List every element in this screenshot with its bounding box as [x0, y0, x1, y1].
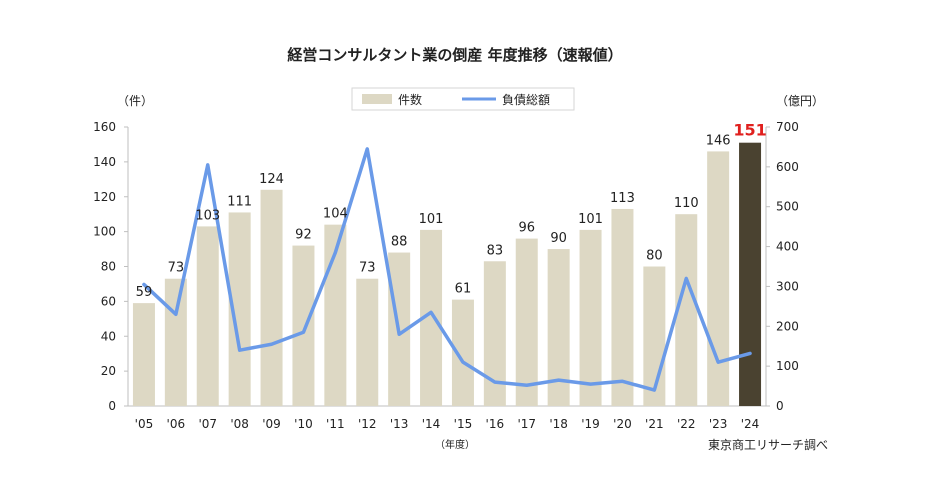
left-tick-label: 160 — [93, 120, 116, 134]
x-tick-label: '16 — [486, 417, 505, 431]
x-tick-label: '12 — [358, 417, 377, 431]
right-tick-label: 300 — [776, 279, 799, 293]
bar-value-label: 101 — [419, 212, 444, 227]
right-tick-label: 400 — [776, 240, 799, 254]
legend-bar-swatch — [362, 94, 392, 104]
left-tick-label: 80 — [101, 260, 116, 274]
left-tick-label: 100 — [93, 225, 116, 239]
x-tick-label: '08 — [230, 417, 249, 431]
x-tick-label: '24 — [741, 417, 760, 431]
x-tick-label: '07 — [198, 417, 217, 431]
left-tick-label: 20 — [101, 364, 116, 378]
bar — [261, 190, 283, 406]
bar-value-label: 61 — [455, 282, 472, 297]
x-tick-label: '22 — [677, 417, 696, 431]
x-tick-label: '13 — [390, 417, 409, 431]
right-axis-unit: （億円） — [776, 94, 824, 108]
bar-value-label: 88 — [391, 235, 408, 250]
right-tick-label: 0 — [776, 399, 784, 413]
bar-value-label: 80 — [646, 249, 663, 264]
bar-value-label: 92 — [295, 228, 312, 243]
x-tick-label: '23 — [709, 417, 728, 431]
bar — [516, 239, 538, 406]
bar — [165, 279, 187, 406]
bar — [739, 143, 761, 406]
bar-value-label: 59 — [136, 285, 153, 300]
left-tick-label: 60 — [101, 294, 116, 308]
bar-value-label: 73 — [359, 261, 376, 276]
x-tick-label: '06 — [167, 417, 186, 431]
right-tick-label: 700 — [776, 120, 799, 134]
left-tick-label: 40 — [101, 329, 116, 343]
bar — [133, 303, 155, 406]
x-tick-label: '20 — [613, 417, 632, 431]
right-tick-label: 500 — [776, 200, 799, 214]
left-axis-unit: （件） — [117, 94, 153, 108]
bar — [356, 279, 378, 406]
x-axis-unit: （年度） — [435, 438, 475, 451]
right-tick-label: 100 — [776, 359, 799, 373]
right-tick-label: 200 — [776, 319, 799, 333]
bar-value-label: 73 — [168, 261, 185, 276]
legend-bar-label: 件数 — [398, 92, 422, 107]
bar-value-label: 113 — [610, 191, 635, 206]
x-tick-label: '10 — [294, 417, 313, 431]
legend: 件数 負債総額 — [352, 88, 574, 110]
source-note: 東京商工リサーチ調べ — [708, 437, 828, 452]
x-tick-label: '15 — [454, 417, 473, 431]
legend-line-label: 負債総額 — [502, 92, 550, 107]
bar-value-label: 151 — [733, 121, 766, 140]
bar-value-label: 124 — [259, 172, 284, 187]
left-tick-label: 0 — [108, 399, 116, 413]
x-tick-label: '14 — [422, 417, 441, 431]
x-tick-label: '09 — [262, 417, 281, 431]
bar-value-label: 96 — [518, 221, 535, 236]
x-tick-labels: '05 '06 '07 '08 '09 '10 '11 '12 '13 '14 '15 '16 '17 '… — [135, 417, 760, 431]
x-tick-label: '19 — [581, 417, 600, 431]
bar-value-label: 103 — [195, 208, 220, 223]
bar-value-label: 104 — [323, 207, 348, 222]
bar — [292, 246, 314, 406]
bar-value-label: 90 — [550, 231, 567, 246]
bar-value-label: 111 — [227, 194, 252, 209]
x-tick-label: '17 — [517, 417, 536, 431]
chart-title: 経営コンサルタント業の倒産 年度推移（速報値） — [287, 46, 622, 64]
bar — [611, 209, 633, 406]
bar-value-label: 101 — [578, 212, 603, 227]
left-tick-label: 140 — [93, 155, 116, 169]
bar-value-label: 83 — [487, 243, 504, 258]
bar-value-label: 146 — [706, 133, 731, 148]
bar — [707, 151, 729, 406]
bar — [197, 226, 219, 406]
bar — [580, 230, 602, 406]
x-tick-label: '11 — [326, 417, 345, 431]
x-tick-label: '21 — [645, 417, 664, 431]
left-tick-label: 120 — [93, 190, 116, 204]
x-tick-label: '18 — [549, 417, 568, 431]
x-tick-label: '05 — [135, 417, 154, 431]
right-tick-label: 600 — [776, 160, 799, 174]
bar-value-label: 110 — [674, 196, 699, 211]
